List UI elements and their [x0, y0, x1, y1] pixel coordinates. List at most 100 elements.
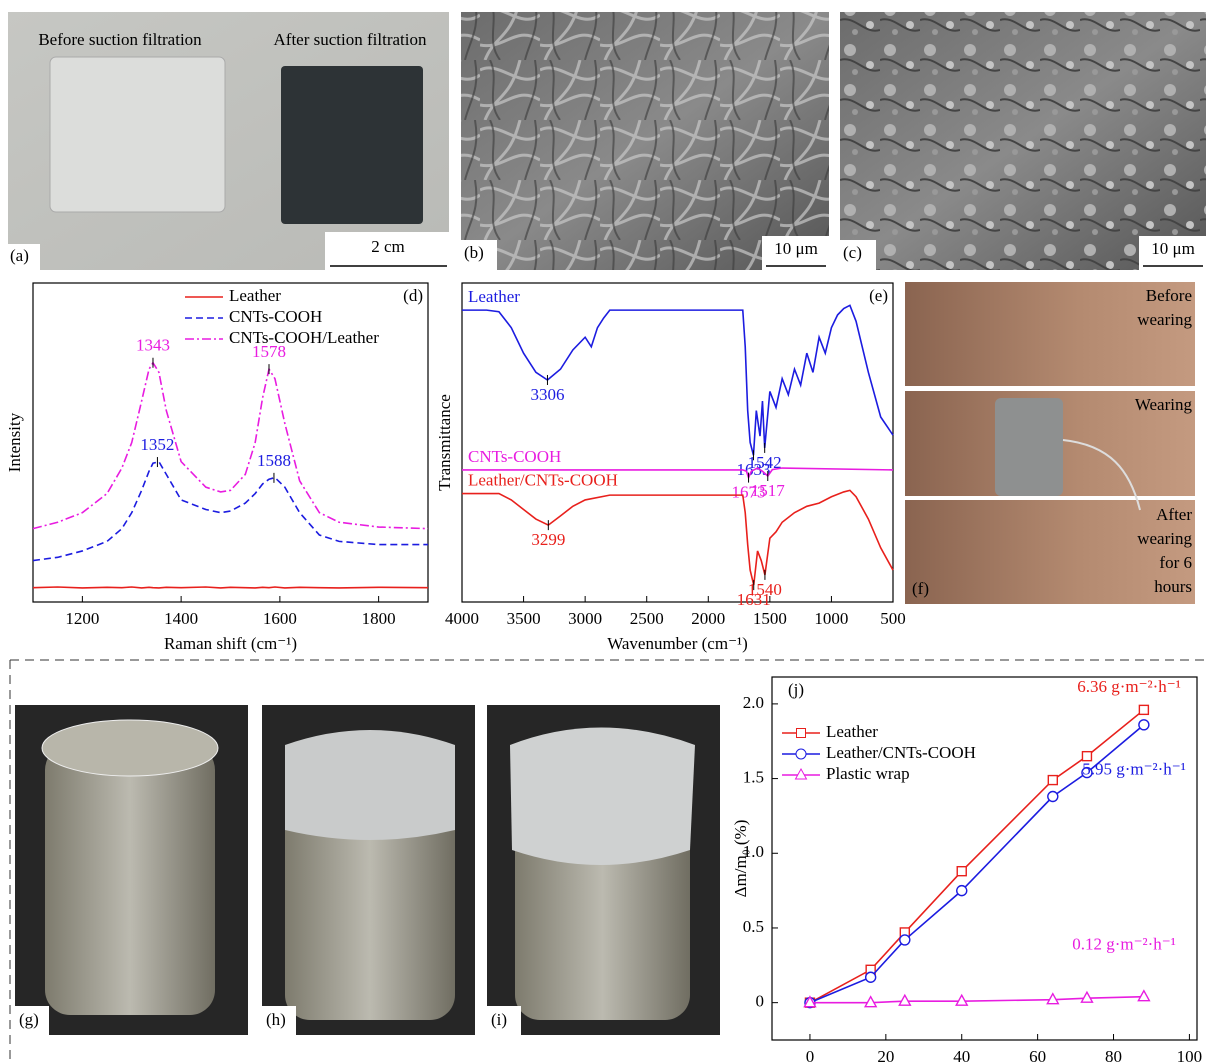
x-tick-label: 2500 [630, 609, 664, 628]
peak-label: 3306 [530, 385, 564, 404]
figure: Before suction filtration After suction … [0, 0, 1207, 1062]
marker [957, 867, 966, 876]
series-line [810, 997, 1144, 1003]
jar-mouth [42, 720, 218, 776]
peak-label: 1352 [140, 435, 174, 454]
cover [285, 730, 455, 840]
marker [1139, 720, 1149, 730]
x-tick-label: 3500 [507, 609, 541, 628]
caption: for 6 [1159, 553, 1192, 572]
series-line [33, 363, 428, 529]
panel-label: (j) [788, 680, 804, 699]
sem-texture [461, 12, 829, 270]
series-line [462, 305, 893, 455]
x-tick-label: 20 [877, 1047, 894, 1062]
photo [905, 500, 1195, 604]
marker [900, 935, 910, 945]
x-tick-label: 4000 [445, 609, 479, 628]
x-tick-label: 0 [806, 1047, 815, 1062]
marker [1048, 792, 1058, 802]
peak-label: 1343 [136, 336, 170, 355]
x-tick-label: 1500 [753, 609, 787, 628]
panel-label: (i) [491, 1010, 507, 1029]
peak-label: 3299 [531, 530, 565, 549]
x-axis-label: Raman shift (cm⁻¹) [164, 634, 297, 653]
rate-annotation: 6.36 g·m⁻²·h⁻¹ [1077, 677, 1181, 696]
panel-label: (f) [912, 579, 929, 598]
legend-marker [797, 729, 806, 738]
series-label: Leather/CNTs-COOH [468, 470, 618, 489]
caption: After suction filtration [274, 30, 427, 49]
y-tick-label: 0.5 [743, 917, 764, 936]
scale-bar-label: 10 μm [774, 239, 818, 258]
legend-label: Leather [826, 722, 878, 741]
y-tick-label: 2.0 [743, 693, 764, 712]
x-tick-label: 60 [1029, 1047, 1046, 1062]
marker [1081, 992, 1092, 1002]
panel-label: (b) [464, 243, 484, 262]
series-line [33, 587, 428, 588]
x-tick-label: 1800 [362, 609, 396, 628]
caption: wearing [1137, 310, 1192, 329]
caption: Before [1146, 286, 1192, 305]
panel-label: (h) [266, 1010, 286, 1029]
panel-label: (c) [843, 243, 862, 262]
y-tick-label: 1.5 [743, 767, 764, 786]
x-tick-label: 80 [1105, 1047, 1122, 1062]
legend-label: CNTs-COOH/Leather [229, 328, 379, 347]
marker [1138, 991, 1149, 1001]
x-tick-label: 1000 [814, 609, 848, 628]
rate-annotation: 0.12 g·m⁻²·h⁻¹ [1072, 935, 1176, 954]
scale-bar-label: 2 cm [371, 237, 405, 256]
sem-texture [840, 12, 1206, 270]
marker [956, 995, 967, 1005]
caption: Before suction filtration [38, 30, 202, 49]
marker [899, 995, 910, 1005]
legend-label: Leather [229, 286, 281, 305]
x-tick-label: 100 [1177, 1047, 1203, 1062]
marker [866, 972, 876, 982]
y-axis-label: Δm/m₀ (%) [731, 820, 750, 898]
y-tick-label: 0 [756, 992, 765, 1011]
sample-before [50, 57, 225, 212]
marker [1047, 994, 1058, 1004]
caption: wearing [1137, 529, 1192, 548]
caption: After [1156, 505, 1192, 524]
rate-annotation: 5.95 g·m⁻²·h⁻¹ [1082, 760, 1186, 779]
jar [45, 745, 215, 1015]
marker [1048, 776, 1057, 785]
cover [510, 728, 695, 866]
panel-label: (e) [869, 286, 888, 305]
panel-label: (d) [403, 286, 423, 305]
series-line [462, 490, 893, 585]
legend-marker [796, 769, 807, 779]
peak-label: 1540 [748, 580, 782, 599]
wearable [995, 398, 1063, 496]
sample-after [281, 66, 423, 224]
x-tick-label: 3000 [568, 609, 602, 628]
caption: hours [1154, 577, 1192, 596]
marker [1139, 705, 1148, 714]
x-tick-label: 1400 [164, 609, 198, 628]
legend-label: Leather/CNTs-COOH [826, 743, 976, 762]
x-tick-label: 2000 [691, 609, 725, 628]
panel-label: (g) [19, 1010, 39, 1029]
x-tick-label: 1600 [263, 609, 297, 628]
peak-label: 1588 [257, 451, 291, 470]
series-line [33, 462, 428, 561]
x-axis-label: Wavenumber (cm⁻¹) [607, 634, 748, 653]
x-tick-label: 40 [953, 1047, 970, 1062]
legend-label: Plastic wrap [826, 764, 910, 783]
legend-label: CNTs-COOH [229, 307, 322, 326]
y-axis-label: Transmittance [435, 394, 454, 491]
marker [865, 997, 876, 1007]
legend-marker [796, 749, 806, 759]
series-label: CNTs-COOH [468, 447, 561, 466]
panel-label: (a) [10, 246, 29, 265]
x-tick-label: 500 [880, 609, 906, 628]
marker [957, 886, 967, 896]
plot-frame [462, 283, 893, 602]
caption: Wearing [1135, 395, 1193, 414]
scale-bar-label: 10 μm [1151, 239, 1195, 258]
y-axis-label: Intensity [5, 412, 24, 472]
